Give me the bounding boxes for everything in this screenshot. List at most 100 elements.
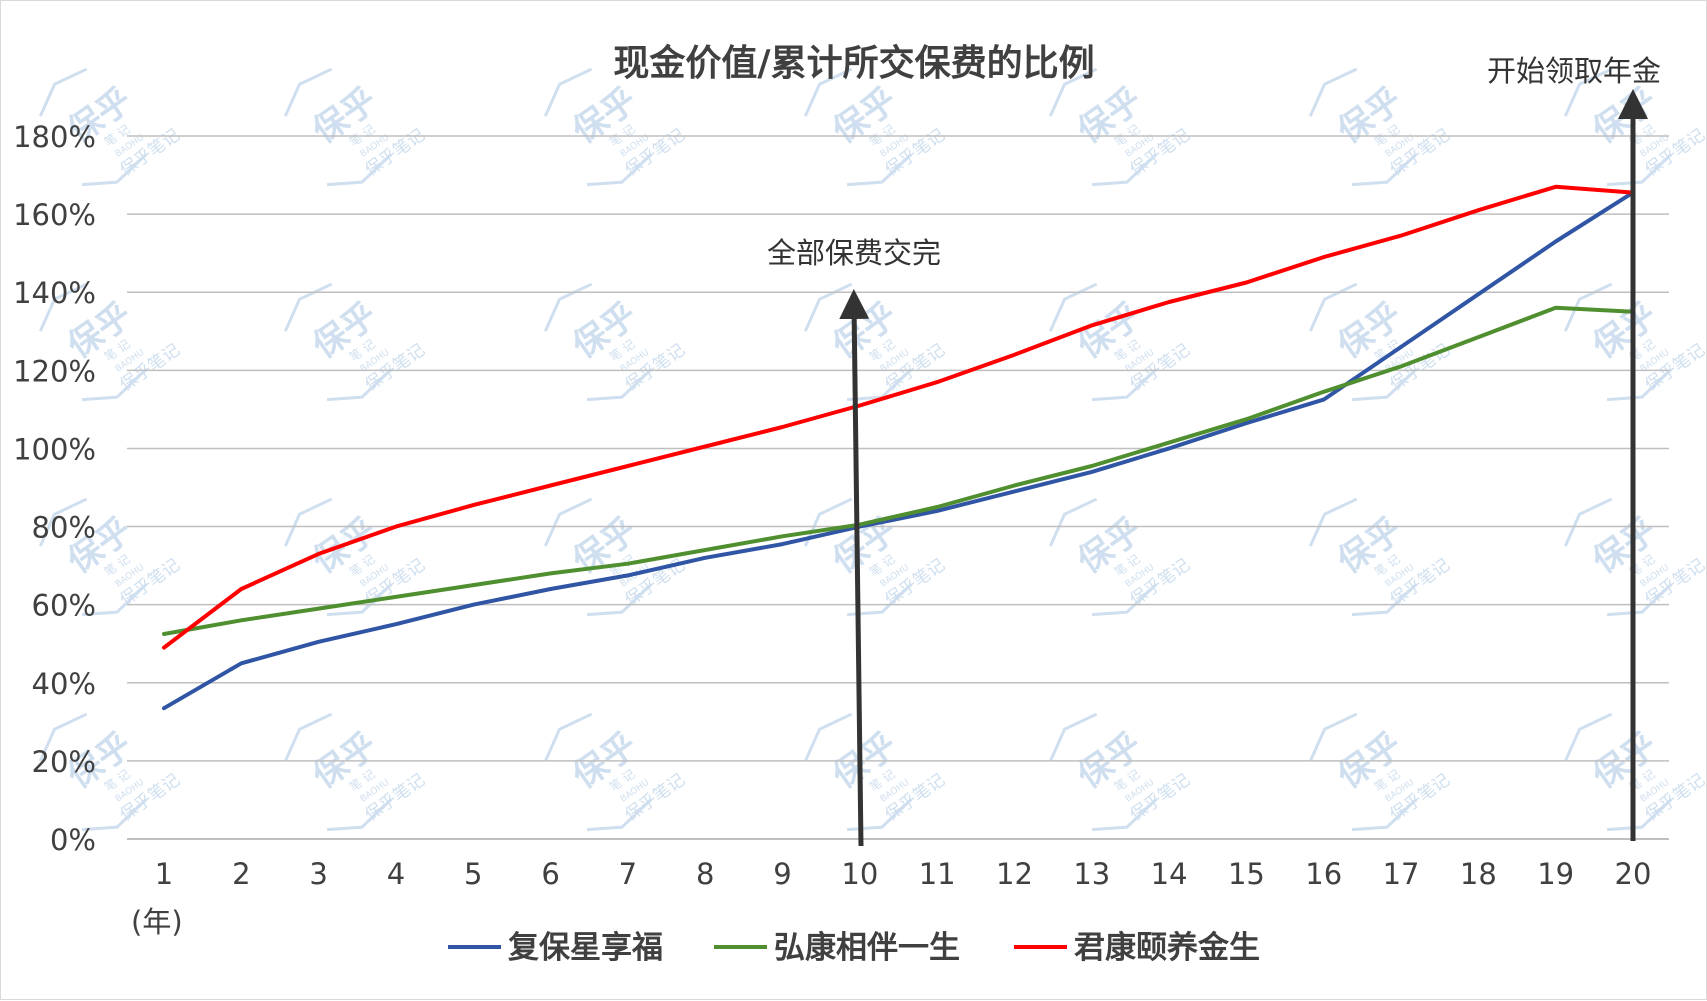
x-tick-label: 18 — [1460, 857, 1497, 891]
series-line — [162, 184, 1635, 650]
watermark-bracket — [283, 282, 333, 332]
x-tick-label: 11 — [919, 857, 956, 891]
x-tick-label: 3 — [309, 857, 327, 891]
watermark-bracket — [1308, 712, 1358, 762]
annotation-arrow — [839, 289, 870, 847]
series-lines — [162, 184, 1635, 711]
y-tick-label: 20% — [32, 745, 96, 779]
y-tick-label: 0% — [50, 823, 96, 857]
watermark-bracket — [543, 67, 593, 117]
watermark-bracket — [1048, 282, 1098, 332]
watermark-bracket — [1563, 67, 1613, 117]
x-tick-label: 5 — [464, 857, 482, 891]
x-tick-label: 12 — [996, 857, 1033, 891]
watermark-bracket — [1563, 712, 1613, 762]
y-tick-label: 100% — [13, 432, 96, 466]
x-axis-unit-label: (年) — [131, 905, 183, 939]
watermark-bracket — [1606, 368, 1673, 402]
watermark-bracket — [586, 798, 653, 832]
x-tick-label: 9 — [773, 857, 791, 891]
chart-title: 现金价值/累计所交保费的比例 — [613, 42, 1094, 84]
x-tick-label: 7 — [619, 857, 637, 891]
y-tick-label: 180% — [13, 120, 96, 154]
watermark-bracket — [326, 153, 393, 187]
watermark-bracket — [1351, 368, 1418, 402]
watermark-bracket — [1606, 798, 1673, 832]
watermark-bracket — [1351, 153, 1418, 187]
watermark-bracket — [81, 798, 148, 832]
y-tick-label: 40% — [32, 667, 96, 701]
watermark-bracket — [586, 153, 653, 187]
x-tick-label: 16 — [1305, 857, 1342, 891]
watermark-bracket — [586, 583, 653, 617]
x-tick-label: 14 — [1151, 857, 1188, 891]
watermark-bracket — [1091, 153, 1158, 187]
watermark-bracket — [543, 712, 593, 762]
watermark-bracket — [586, 368, 653, 402]
watermark-bracket — [1351, 798, 1418, 832]
legend-label: 复保星享福 — [508, 930, 663, 966]
legend: 复保星享福 弘康相伴一生 君康颐养金生 — [448, 930, 1260, 966]
watermark-bracket — [1308, 282, 1358, 332]
watermark-bracket — [1563, 497, 1613, 547]
annotations: 全部保费交完 开始领取年金 — [767, 54, 1661, 847]
series-line — [162, 190, 1635, 711]
watermark-bracket — [846, 153, 913, 187]
watermark-bracket — [1091, 798, 1158, 832]
x-tick-label: 13 — [1073, 857, 1110, 891]
watermark-bracket — [543, 282, 593, 332]
x-axis-tick-labels: 1 2 3 4 5 6 7 8 9 10 11 12 13 14 15 16 17 18 19 20 — [155, 857, 1652, 891]
y-tick-label: 120% — [13, 354, 96, 388]
watermark-bracket — [1048, 712, 1098, 762]
watermark-bracket — [1308, 67, 1358, 117]
watermark-bracket — [1606, 153, 1673, 187]
legend-label: 君康颐养金生 — [1074, 930, 1260, 966]
series-line — [162, 305, 1635, 636]
x-tick-label: 19 — [1537, 857, 1574, 891]
watermark-bracket — [326, 368, 393, 402]
watermark-bracket — [283, 67, 333, 117]
watermark-bracket — [1606, 583, 1673, 617]
y-tick-label: 140% — [13, 276, 96, 310]
x-tick-label: 20 — [1615, 857, 1652, 891]
x-tick-label: 10 — [841, 857, 878, 891]
y-tick-label: 60% — [32, 589, 96, 623]
watermark-bracket — [283, 712, 333, 762]
watermark-bracket — [38, 712, 88, 762]
watermark-bracket — [1351, 583, 1418, 617]
watermark-bracket — [283, 497, 333, 547]
legend-label: 弘康相伴一生 — [774, 930, 960, 966]
watermark-bracket — [38, 282, 88, 332]
watermark-bracket — [38, 67, 88, 117]
watermark-bracket — [803, 67, 853, 117]
watermark-bracket — [543, 497, 593, 547]
watermark-bracket — [81, 368, 148, 402]
x-tick-label: 4 — [387, 857, 405, 891]
watermark-bracket — [803, 712, 853, 762]
y-axis-tick-labels: 0% 20% 40% 60% 80% 100% 120% 140% 160% 180% — [13, 120, 96, 857]
y-tick-label: 80% — [32, 511, 96, 545]
annotation-text: 开始领取年金 — [1487, 54, 1661, 88]
x-tick-label: 6 — [541, 857, 559, 891]
watermark-bracket — [1048, 497, 1098, 547]
watermark-bracket — [38, 497, 88, 547]
x-tick-label: 17 — [1383, 857, 1420, 891]
